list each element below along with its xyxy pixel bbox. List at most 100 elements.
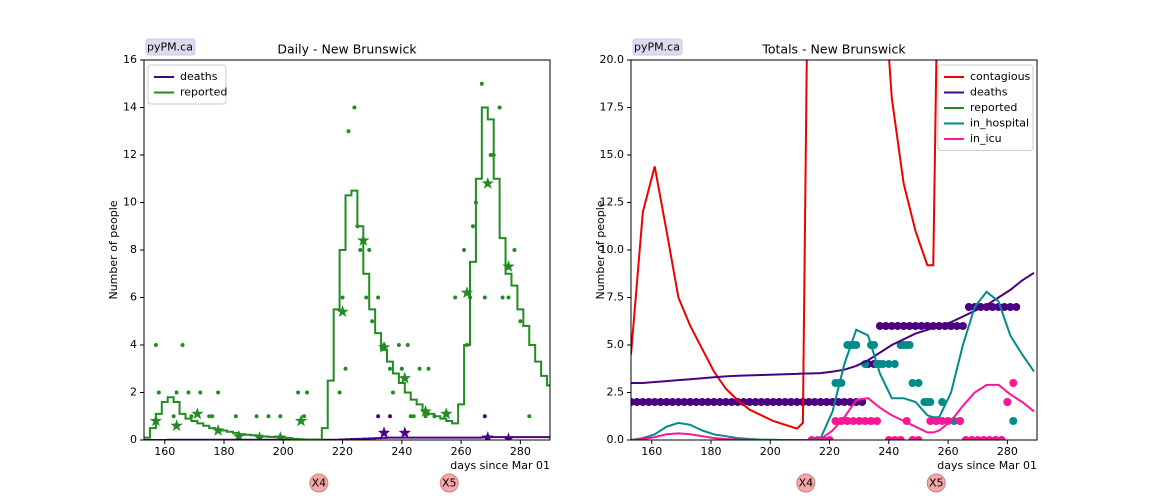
dot-marker	[278, 414, 283, 419]
dot-marker	[846, 398, 855, 406]
y-tick-label: 17.5	[600, 101, 625, 114]
y-tick-label: 0.0	[607, 433, 625, 446]
legend-label: deaths	[970, 86, 1008, 99]
dot-marker	[816, 398, 825, 406]
series-line	[631, 271, 1035, 384]
dot-marker	[296, 390, 301, 395]
dot-marker	[370, 319, 375, 324]
star-marker	[440, 407, 453, 420]
dot-marker	[822, 398, 831, 406]
dot-marker	[905, 322, 914, 330]
event-label: X5	[929, 477, 944, 490]
dot-marker	[932, 417, 941, 425]
dot-marker	[500, 295, 505, 300]
dot-marker	[810, 398, 819, 406]
dot-marker	[704, 398, 713, 406]
dot-marker	[890, 436, 899, 440]
y-tick-label: 6	[130, 291, 137, 304]
legend-label: deaths	[180, 70, 218, 83]
star-marker	[502, 432, 515, 440]
dot-marker	[390, 390, 395, 395]
dot-marker	[997, 436, 1006, 440]
plot-frame	[143, 59, 551, 441]
x-axis-label: days since Mar 01	[450, 459, 550, 472]
dot-marker	[804, 398, 813, 406]
dot-marker	[914, 436, 923, 440]
dot-marker	[947, 322, 956, 330]
plot-area	[631, 60, 1035, 440]
series-line	[144, 106, 550, 440]
dot-marker	[1006, 303, 1015, 311]
series-line	[631, 60, 938, 430]
dot-marker	[266, 414, 271, 419]
dot-marker	[254, 414, 259, 419]
dot-marker	[884, 436, 893, 440]
dot-marker	[855, 417, 864, 425]
dot-marker	[153, 343, 158, 347]
chart-title: Totals - New Brunswick	[761, 42, 906, 57]
event-label: X4	[799, 477, 814, 490]
dot-marker	[1009, 379, 1018, 387]
dot-marker	[417, 366, 422, 371]
dot-marker	[911, 322, 920, 330]
legend-label: contagious	[970, 70, 1031, 83]
dot-marker	[727, 398, 736, 406]
y-tick-label: 12	[123, 148, 137, 161]
dot-marker	[834, 398, 843, 406]
dot-marker	[207, 414, 212, 419]
dot-marker	[171, 414, 176, 419]
dot-marker	[650, 398, 659, 406]
dot-marker	[875, 322, 884, 330]
dot-marker	[938, 398, 947, 406]
badge: pyPM.ca	[634, 41, 680, 54]
y-tick-label: 4	[130, 338, 137, 351]
event-label: X4	[312, 477, 327, 490]
dot-marker	[337, 390, 342, 395]
dot-marker	[698, 398, 707, 406]
x-tick-label: 260	[938, 445, 959, 458]
dot-marker	[518, 319, 523, 324]
dot-marker	[482, 414, 487, 419]
y-tick-label: 5.0	[607, 338, 625, 351]
dot-marker	[905, 341, 914, 349]
dot-marker	[781, 398, 790, 406]
star-marker	[377, 340, 391, 353]
dot-marker	[872, 417, 881, 425]
dot-marker	[843, 417, 852, 425]
dot-marker	[973, 436, 982, 440]
dot-marker	[952, 322, 961, 330]
y-tick-label: 10.0	[600, 243, 625, 256]
dot-marker	[364, 295, 369, 300]
dot-marker	[763, 398, 772, 406]
dot-marker	[979, 436, 988, 440]
x-tick-label: 200	[760, 445, 781, 458]
star-marker	[170, 419, 183, 431]
star-marker	[460, 286, 474, 298]
star-marker	[398, 426, 411, 439]
dot-marker	[680, 398, 689, 406]
y-tick-label: 7.5	[607, 291, 625, 304]
dot-marker	[887, 322, 896, 330]
dot-marker	[908, 436, 917, 440]
dot-marker	[964, 303, 973, 311]
dot-marker	[825, 436, 834, 440]
event-label: X5	[442, 477, 457, 490]
y-axis-label: Number of people	[107, 200, 120, 299]
x-tick-label: 180	[701, 445, 722, 458]
dot-marker	[233, 414, 238, 419]
dot-marker	[302, 414, 307, 419]
legend-label: reported	[970, 101, 1017, 114]
y-tick-label: 16	[123, 53, 137, 66]
dot-marker	[1000, 303, 1009, 311]
dot-marker	[890, 360, 899, 368]
dot-marker	[757, 398, 766, 406]
star-marker	[377, 426, 391, 439]
dot-marker	[861, 417, 870, 425]
dot-marker	[884, 360, 893, 368]
dot-marker	[686, 398, 695, 406]
y-tick-label: 14	[123, 101, 137, 114]
dot-marker	[527, 414, 532, 419]
dot-marker	[367, 248, 372, 252]
dot-marker	[186, 390, 191, 395]
dot-marker	[506, 295, 511, 300]
